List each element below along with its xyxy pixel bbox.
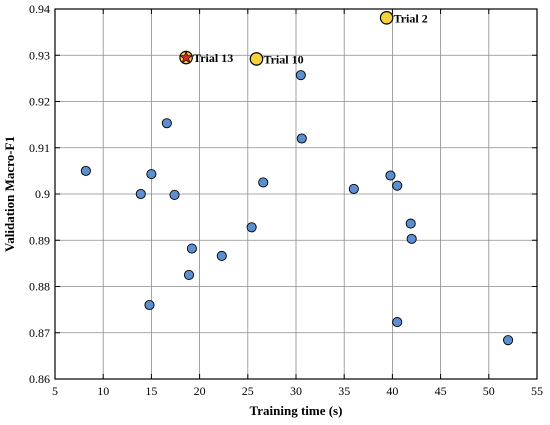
- x-tick-label: 35: [338, 384, 350, 398]
- trial-annotation-label: Trial 10: [263, 52, 303, 66]
- highlighted-point: [379, 10, 394, 25]
- highlighted-point: [249, 52, 264, 66]
- x-tick-label: 25: [242, 384, 254, 398]
- data-point: [295, 70, 306, 81]
- data-point: [503, 335, 514, 346]
- y-tick-label: 0.87: [29, 326, 50, 340]
- plot-frame: [54, 8, 538, 380]
- y-tick-label: 0.94: [29, 2, 50, 16]
- data-point: [392, 317, 403, 328]
- y-tick-label: 0.9: [35, 187, 50, 201]
- x-tick-label: 55: [531, 384, 543, 398]
- data-point: [135, 188, 146, 200]
- data-point: [146, 169, 157, 180]
- y-tick-label: 0.89: [29, 233, 50, 247]
- data-point: [405, 218, 416, 229]
- data-point: [246, 222, 257, 233]
- data-point: [348, 183, 359, 194]
- y-tick-labels: 0.86 0.87 0.88 0.89 0.9 0.91 0.92 0.93 0.94: [29, 2, 50, 386]
- y-tick-label: 0.92: [29, 95, 50, 109]
- data-point: [186, 243, 197, 254]
- data-point: [216, 250, 227, 262]
- x-axis-title: Training time (s): [250, 403, 343, 418]
- data-point: [406, 233, 417, 244]
- data-points: [80, 70, 514, 346]
- y-axis-title: Validation Macro-F1: [2, 136, 17, 252]
- data-point: [161, 118, 172, 129]
- data-point: [385, 170, 396, 181]
- data-point: [392, 180, 403, 191]
- y-tick-label: 0.91: [29, 141, 50, 155]
- x-tick-label: 15: [145, 384, 157, 398]
- data-point: [183, 269, 195, 280]
- x-tick-label: 10: [97, 384, 109, 398]
- data-point: [258, 177, 269, 188]
- data-point: [169, 189, 180, 200]
- x-tick-label: 45: [435, 384, 447, 398]
- x-tick-label: 5: [52, 384, 58, 398]
- data-point: [80, 165, 91, 176]
- highlighted-trials: Trial 2 Trial 10 Trial 13: [179, 10, 428, 66]
- y-tick-label: 0.88: [29, 280, 50, 294]
- data-point: [144, 299, 155, 311]
- x-tick-label: 30: [290, 384, 302, 398]
- trial-annotation-label: Trial 13: [193, 51, 233, 65]
- x-tick-label: 20: [194, 384, 206, 398]
- y-tick-label: 0.86: [29, 372, 50, 386]
- trial-annotation-label: Trial 2: [394, 11, 428, 25]
- data-point: [296, 133, 307, 144]
- y-tick-label: 0.93: [29, 48, 50, 62]
- x-tick-label: 40: [386, 384, 398, 398]
- best-trial-star-marker: [179, 50, 193, 64]
- x-tick-label: 50: [483, 384, 495, 398]
- axis-ticks: [54, 8, 538, 380]
- x-tick-labels: 5 10 15 20 25 30 35 40 45 50 55: [52, 384, 543, 398]
